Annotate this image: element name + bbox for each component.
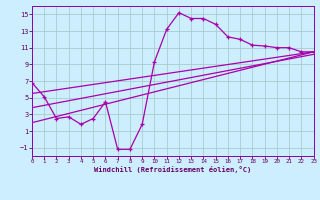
X-axis label: Windchill (Refroidissement éolien,°C): Windchill (Refroidissement éolien,°C) bbox=[94, 166, 252, 173]
